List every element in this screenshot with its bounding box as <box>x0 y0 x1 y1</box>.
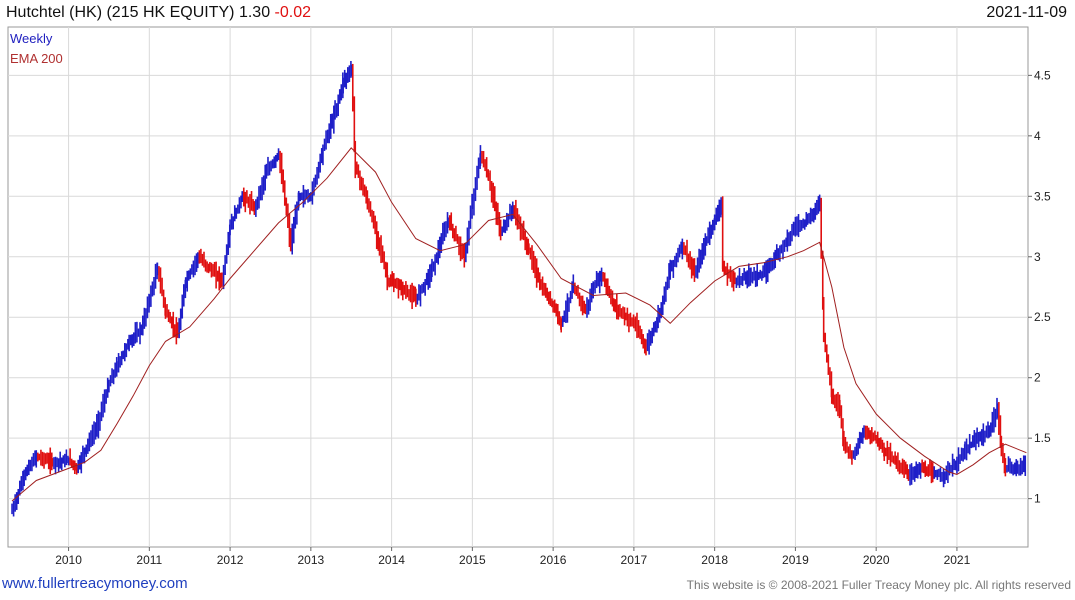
x-tick-label: 2013 <box>297 553 324 567</box>
ema-line <box>11 147 1027 502</box>
y-tick-label: 2 <box>1034 371 1041 385</box>
axes: 1 1.5 2 2.5 3 3.5 4 4.5 2010 2011 2012 2013 2014 2015… <box>55 68 1051 567</box>
x-tick-label: 2018 <box>701 553 728 567</box>
chart-title-text: Hutchtel (HK) (215 HK EQUITY) 1.30 <box>6 4 271 21</box>
y-tick-label: 4.5 <box>1034 68 1051 82</box>
x-tick-label: 2017 <box>621 553 648 567</box>
plot-frame <box>7 26 1029 548</box>
x-tick-label: 2011 <box>136 553 162 567</box>
legend-weekly: Weekly <box>10 31 53 46</box>
series-weekly <box>11 60 1027 517</box>
x-tick-label: 2015 <box>459 553 486 567</box>
chart-date: 2021-11-09 <box>986 4 1067 21</box>
y-tick-label: 3 <box>1034 250 1041 264</box>
y-tick-label: 1.5 <box>1034 431 1051 445</box>
y-tick-label: 1 <box>1034 492 1041 506</box>
x-tick-label: 2016 <box>540 553 567 567</box>
x-tick-label: 2019 <box>782 553 809 567</box>
x-tick-label: 2012 <box>217 553 244 567</box>
legend-ema-200: EMA 200 <box>10 51 63 66</box>
chart-title: Hutchtel (HK) (215 HK EQUITY) 1.30 -0.02 <box>6 4 311 22</box>
x-tick-label: 2014 <box>378 553 405 567</box>
site-link[interactable]: www.fullertreacymoney.com <box>2 575 188 592</box>
x-tick-label: 2010 <box>55 553 82 567</box>
series-ema-200 <box>11 147 1027 502</box>
copyright-notice: This website is © 2008-2021 Fuller Treac… <box>686 578 1071 592</box>
y-tick-label: 3.5 <box>1034 189 1051 203</box>
x-tick-label: 2020 <box>863 553 890 567</box>
y-tick-label: 2.5 <box>1034 310 1051 324</box>
x-tick-label: 2021 <box>944 553 971 567</box>
y-tick-label: 4 <box>1034 129 1041 143</box>
price-change: -0.02 <box>274 4 312 21</box>
